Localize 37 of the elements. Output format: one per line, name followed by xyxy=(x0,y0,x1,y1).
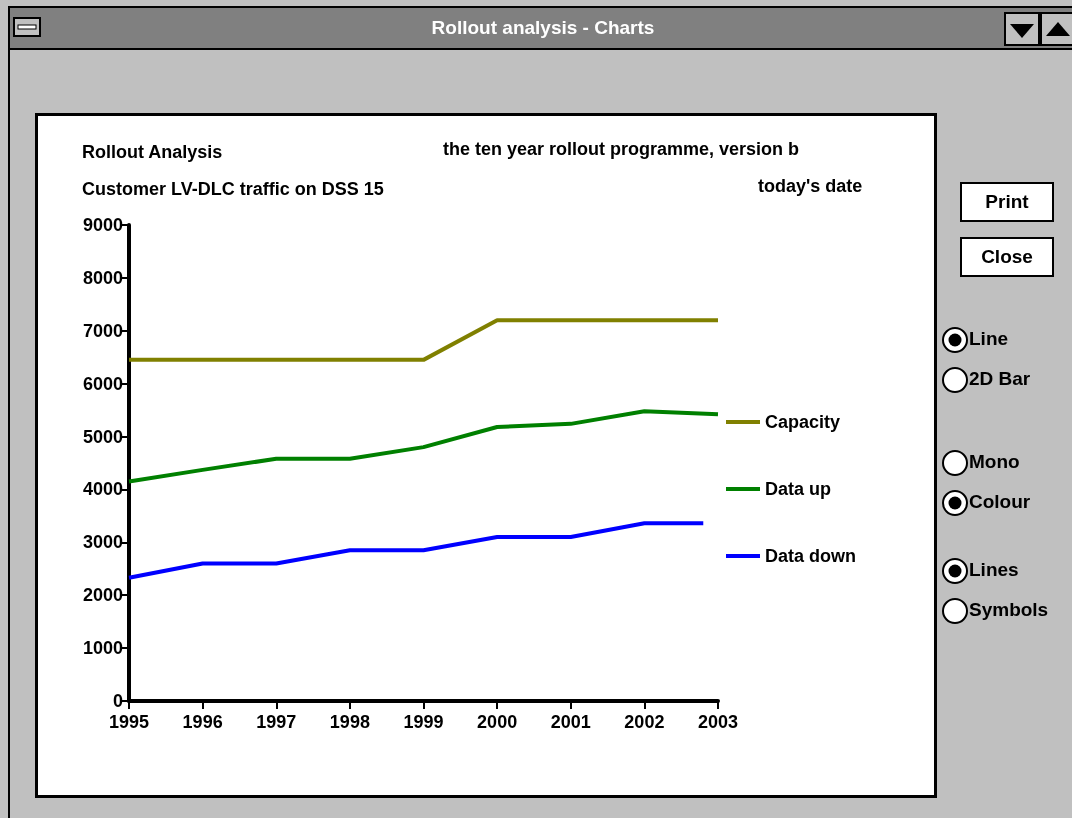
y-tick-label: 0 xyxy=(112,691,123,711)
button: Close xyxy=(960,237,1054,277)
x-tick-label: 1999 xyxy=(403,712,444,732)
chart-title: Rollout Analysis xyxy=(82,142,223,162)
text: the ten year rollout programme, version b xyxy=(443,139,800,160)
line-series xyxy=(127,521,706,580)
legend-label: Data down xyxy=(765,546,857,566)
text: Mono xyxy=(969,451,1020,473)
x-tick-label: 2003 xyxy=(697,712,739,732)
text: Symbols xyxy=(969,599,1049,621)
y-tick-label: 4000 xyxy=(82,479,123,500)
y-tick-label: 1000 xyxy=(82,638,123,659)
text: Lines xyxy=(969,559,1019,581)
y-tick-label: 2000 xyxy=(82,585,123,606)
text: Rollout analysis - Charts xyxy=(431,17,655,38)
y-tick-label: 8000 xyxy=(82,267,123,288)
y-tick-label: 3000 xyxy=(82,532,123,553)
legend-label: Capacity xyxy=(765,412,841,432)
legend-label: Data up xyxy=(765,479,832,499)
x-tick-label: 1996 xyxy=(182,712,223,732)
line-series xyxy=(127,409,720,484)
text: today's date xyxy=(758,176,863,197)
x-tick-label: 2000 xyxy=(477,712,518,732)
text: Line xyxy=(969,328,1009,350)
y-tick-label: 9000 xyxy=(82,215,123,235)
x-tick-label: 1995 xyxy=(108,712,150,732)
x-tick-label: 1998 xyxy=(329,712,370,732)
text: Colour xyxy=(969,491,1031,513)
y-tick-label: 7000 xyxy=(82,320,123,341)
x-tick-label: 2001 xyxy=(550,712,591,732)
text: 2D Bar xyxy=(969,368,1031,390)
button: Print xyxy=(960,182,1054,222)
y-tick-label: 5000 xyxy=(82,426,123,447)
chart-subtitle: Customer LV-DLC traffic on DSS 15 xyxy=(82,179,384,199)
x-tick-label: 1997 xyxy=(256,712,297,732)
y-tick-label: 6000 xyxy=(82,373,123,394)
x-tick-label: 2002 xyxy=(624,712,665,732)
